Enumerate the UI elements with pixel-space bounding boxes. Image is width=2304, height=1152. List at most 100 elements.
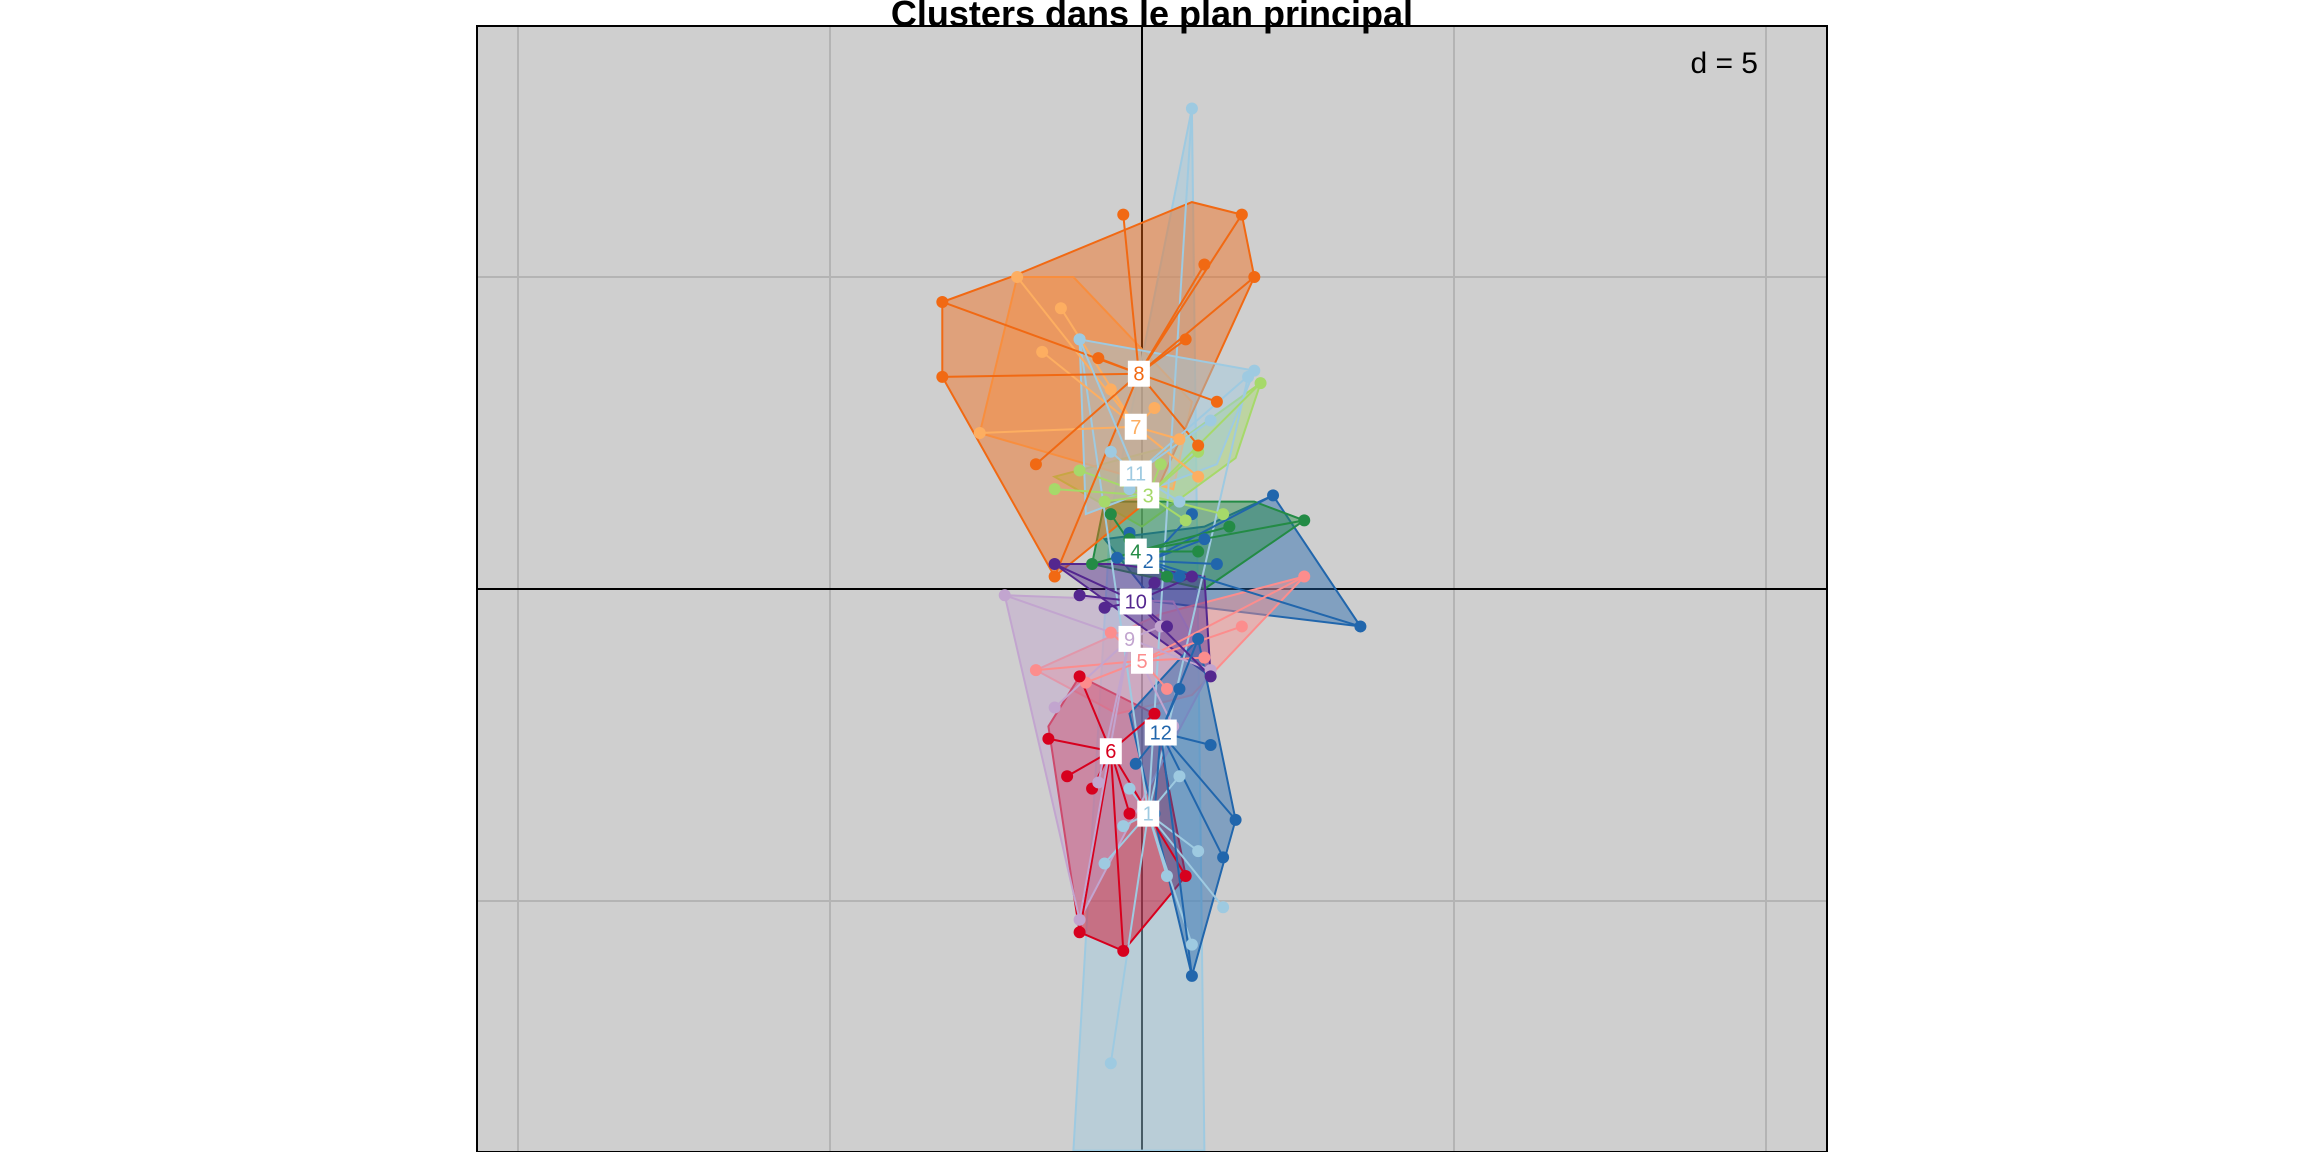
grid-scale-label: d = 5 xyxy=(1690,47,1758,80)
cluster-point-12 xyxy=(1173,682,1186,695)
cluster-link-1 xyxy=(1147,813,1224,908)
cluster-point-8 xyxy=(936,370,949,383)
cluster-label-box-1 xyxy=(1137,800,1160,827)
cluster-link-12 xyxy=(1153,732,1162,814)
cluster-point-12 xyxy=(1204,739,1217,751)
cluster-point-7 xyxy=(1054,302,1067,315)
cluster-link-5 xyxy=(1141,625,1243,662)
cluster-point-8 xyxy=(1092,352,1105,365)
cluster-link-9 xyxy=(1053,638,1131,709)
cluster-point-7 xyxy=(973,427,986,439)
cluster-point-1 xyxy=(1160,870,1173,883)
cluster-point-10 xyxy=(1073,589,1086,602)
cluster-point-8 xyxy=(1048,570,1061,583)
cluster-point-8 xyxy=(1198,258,1211,271)
cluster-link-8 xyxy=(1122,214,1140,374)
cluster-link-3 xyxy=(1079,469,1149,497)
cluster-label-4: 4 xyxy=(1130,542,1141,564)
cluster-point-7 xyxy=(1192,470,1205,483)
cluster-label-2: 2 xyxy=(1143,551,1154,573)
cluster-label-box-11 xyxy=(1119,460,1152,487)
cluster-point-6 xyxy=(1148,707,1161,720)
cluster-point-9 xyxy=(998,589,1011,602)
cluster-label-12: 12 xyxy=(1150,723,1172,745)
cluster-point-11 xyxy=(1104,445,1117,458)
cluster-label-box-7 xyxy=(1124,413,1147,440)
cluster-point-10 xyxy=(1048,558,1061,571)
cluster-label-box-10 xyxy=(1119,588,1152,615)
cluster-link-1 xyxy=(1147,108,1193,814)
cluster-point-10 xyxy=(1160,620,1173,633)
cluster-label-box-8 xyxy=(1127,360,1150,387)
cluster-point-2 xyxy=(1198,533,1211,546)
cluster-link-3 xyxy=(1147,494,1224,516)
cluster-point-1 xyxy=(1185,938,1198,951)
cluster-link-7 xyxy=(1041,351,1137,428)
cluster-point-9 xyxy=(1048,701,1061,714)
cluster-point-11 xyxy=(1204,414,1217,427)
cluster-link-3 xyxy=(1147,382,1262,497)
cluster-link-8 xyxy=(1138,214,1243,375)
cluster-link-8 xyxy=(1138,264,1206,375)
cluster-label-box-12 xyxy=(1144,719,1177,746)
cluster-point-12 xyxy=(1229,813,1242,826)
cluster-link-5 xyxy=(1141,575,1305,662)
cluster-label-box-5 xyxy=(1131,647,1153,674)
cluster-point-4 xyxy=(1192,545,1205,558)
cluster-point-1 xyxy=(1173,770,1186,783)
cluster-label-3: 3 xyxy=(1143,485,1154,507)
cluster-label-8: 8 xyxy=(1133,364,1144,386)
cluster-point-10 xyxy=(1148,576,1161,589)
cluster-point-3 xyxy=(1073,464,1086,477)
cluster-link-12 xyxy=(1159,732,1225,858)
cluster-point-8 xyxy=(936,295,949,308)
cluster-link-4 xyxy=(1135,519,1305,553)
cluster-point-11 xyxy=(1173,495,1186,508)
cluster-point-12 xyxy=(1129,757,1142,770)
cluster-point-4 xyxy=(1223,520,1236,533)
cluster-point-11 xyxy=(1073,333,1086,346)
cluster-point-8 xyxy=(1235,208,1248,221)
cluster-point-3 xyxy=(1154,458,1167,471)
cluster-point-1 xyxy=(1217,901,1230,914)
cluster-label-1: 1 xyxy=(1143,804,1154,826)
cluster-link-8 xyxy=(942,372,1139,378)
cluster-point-8 xyxy=(1029,458,1042,471)
cluster-point-5 xyxy=(1160,682,1173,695)
cluster-link-12 xyxy=(1159,731,1237,821)
cluster-point-6 xyxy=(1117,944,1130,957)
cluster-point-6 xyxy=(1061,770,1074,783)
cluster-point-2 xyxy=(1173,570,1186,583)
cluster-point-6 xyxy=(1123,807,1136,820)
cluster-point-3 xyxy=(1048,483,1061,496)
cluster-point-1 xyxy=(1098,857,1111,870)
plot-frame xyxy=(476,25,1828,1152)
cluster-link-1 xyxy=(1078,339,1150,814)
cluster-point-3 xyxy=(1179,514,1192,527)
cluster-point-4 xyxy=(1086,558,1099,571)
cluster-point-8 xyxy=(1179,333,1192,346)
cluster-link-8 xyxy=(1053,373,1140,577)
cluster-link-7 xyxy=(979,425,1136,434)
cluster-point-2 xyxy=(1111,551,1124,564)
cluster-label-6: 6 xyxy=(1105,741,1116,763)
cluster-link-2 xyxy=(1147,494,1274,562)
cluster-link-8 xyxy=(1138,372,1218,403)
cluster-point-7 xyxy=(1036,345,1049,358)
cluster-label-11: 11 xyxy=(1125,464,1146,486)
cluster-point-7 xyxy=(1148,402,1161,415)
cluster-label-9: 9 xyxy=(1124,629,1135,651)
cluster-label-10: 10 xyxy=(1125,591,1147,613)
cluster-label-box-9 xyxy=(1118,625,1141,652)
cluster-point-10 xyxy=(1185,570,1198,583)
cluster-point-9 xyxy=(1092,776,1105,789)
cluster-point-4 xyxy=(1160,570,1173,583)
cluster-point-8 xyxy=(1192,439,1205,452)
cluster-point-1 xyxy=(1192,845,1205,858)
cluster-link-4 xyxy=(1135,525,1230,553)
cluster-point-12 xyxy=(1192,632,1205,645)
cluster-point-8 xyxy=(1117,208,1130,221)
cluster-point-5 xyxy=(1298,570,1311,583)
